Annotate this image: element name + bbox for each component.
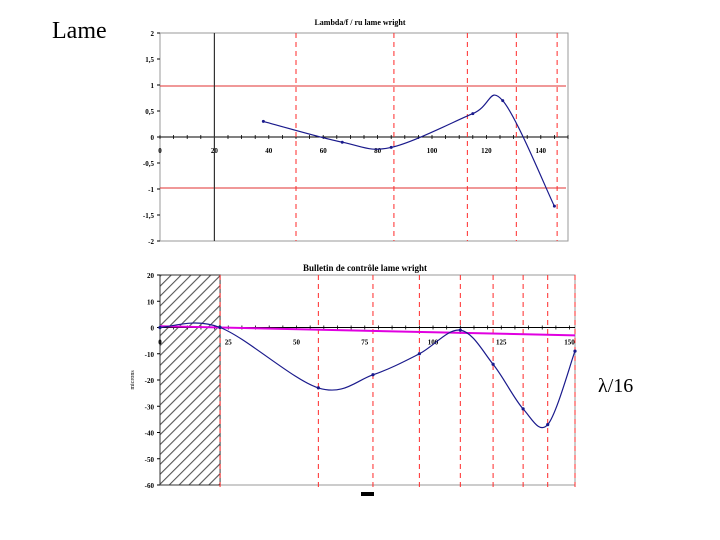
top-y-tick-label: -1,5 — [143, 212, 155, 220]
bottom-x-tick-label: 150 — [564, 339, 575, 347]
top-x-tick-label: 40 — [265, 147, 273, 155]
slide-title: Lame — [52, 18, 107, 44]
top-chart-title: Lambda/f / ru lame wright — [314, 18, 405, 27]
top-data-point — [501, 99, 505, 103]
bottom-x-tick-label: 75 — [361, 339, 369, 347]
top-y-tick-label: 1,5 — [145, 56, 154, 64]
bottom-y-tick-label: -40 — [145, 430, 155, 438]
bottom-y-tick-label: -50 — [145, 456, 155, 464]
top-y-tick-label: 0 — [151, 134, 155, 142]
bottom-x-axis-marker — [361, 492, 374, 496]
bottom-y-tick-label: 0 — [151, 325, 155, 333]
top-x-tick-label: 0 — [158, 147, 162, 155]
bottom-x-tick-label: 25 — [225, 339, 233, 347]
bottom-x-tick-label: 0 — [158, 339, 162, 347]
top-y-tick-label: -0,5 — [143, 160, 155, 168]
top-x-tick-label: 60 — [320, 147, 328, 155]
bottom-x-tick-label: 100 — [428, 339, 439, 347]
bottom-y-tick-label: 10 — [147, 298, 155, 306]
top-y-tick-label: 2 — [151, 30, 155, 38]
bottom-reference-line — [159, 325, 576, 337]
bottom-data-point — [491, 362, 495, 366]
bottom-plot-frame — [159, 274, 576, 486]
bottom-x-tick-label: 125 — [496, 339, 507, 347]
bottom-y-tick-label: -60 — [145, 482, 155, 490]
bottom-series-line — [159, 322, 576, 429]
lambda-label: λ/16 — [598, 375, 634, 397]
bottom-data-point — [573, 349, 577, 353]
top-y-tick-label: 0,5 — [145, 108, 154, 116]
hatched-region — [159, 274, 221, 486]
bottom-data-point — [158, 325, 162, 330]
top-y-tick-label: 1 — [151, 82, 155, 90]
bottom-data-point — [371, 373, 375, 377]
bottom-data-point — [316, 386, 320, 390]
top-x-tick-label: 80 — [374, 147, 382, 155]
bottom-y-axis-label: microns — [130, 370, 136, 390]
bottom-y-tick-label: -20 — [145, 377, 155, 385]
bottom-y-tick-label: -30 — [145, 403, 155, 411]
top-data-point — [552, 204, 556, 208]
top-data-point — [389, 145, 393, 149]
top-y-tick-label: -1 — [148, 186, 154, 194]
top-x-tick-label: 100 — [427, 147, 438, 155]
top-data-point — [340, 140, 344, 144]
bottom-x-tick-label: 50 — [293, 339, 301, 347]
bottom-data-point — [218, 325, 222, 330]
top-data-point — [261, 119, 265, 123]
top-series-line — [263, 94, 555, 207]
bottom-data-point — [521, 407, 525, 411]
bottom-y-tick-label: -10 — [145, 351, 155, 359]
bottom-chart-title: Bulletin de contrôle lame wright — [303, 263, 427, 273]
top-data-point — [471, 112, 475, 116]
top-x-tick-label: 120 — [481, 147, 492, 155]
bottom-data-point — [458, 328, 462, 332]
top-y-tick-label: -2 — [148, 238, 154, 246]
bottom-data-point — [417, 352, 421, 356]
bottom-y-tick-label: 20 — [147, 272, 155, 280]
top-x-tick-label: 140 — [536, 147, 547, 155]
bottom-data-point — [546, 423, 550, 427]
